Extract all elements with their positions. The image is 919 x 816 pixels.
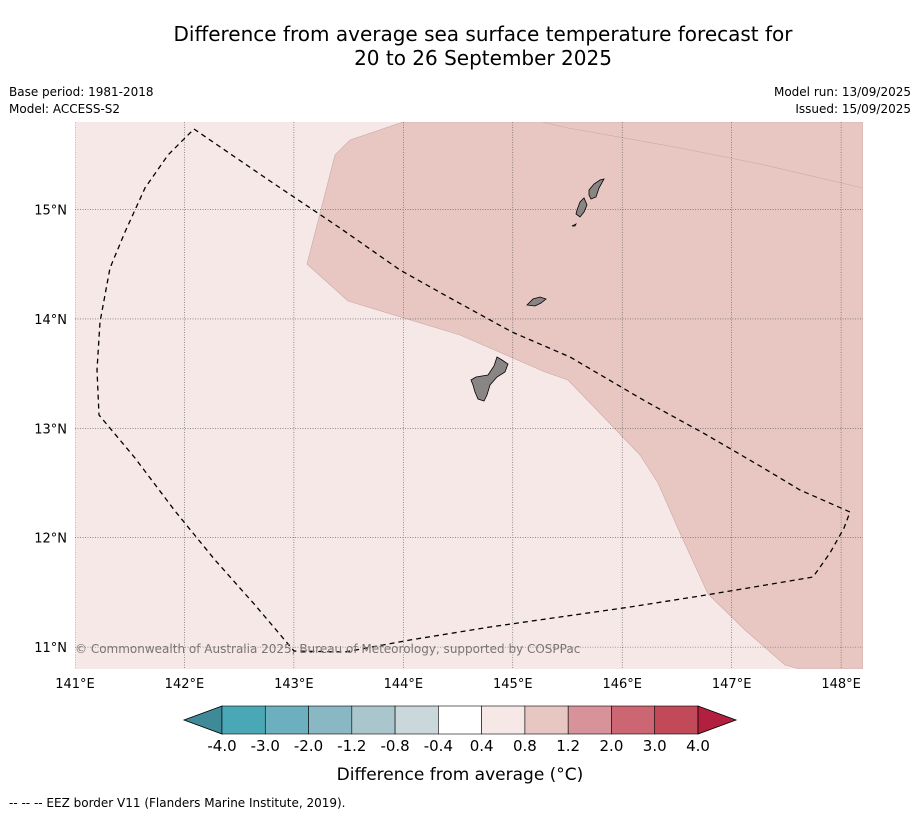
metadata-right: Model run: 13/09/2025 Issued: 15/09/2025	[774, 84, 911, 118]
lon-tick-label: 147°E	[712, 677, 752, 692]
colorbar-segment	[654, 705, 699, 735]
colorbar-segment	[481, 705, 526, 735]
colorbar-tick-label: -4.0	[207, 737, 236, 755]
issued-text: Issued: 15/09/2025	[795, 102, 911, 116]
lat-tick-label: 11°N	[34, 641, 67, 656]
island-tinian	[575, 197, 588, 218]
title-line-2: 20 to 26 September 2025	[354, 46, 612, 70]
colorbar-segment	[567, 705, 612, 735]
lon-tick-label: 142°E	[165, 677, 205, 692]
island-rota	[526, 296, 547, 307]
lon-tick-label: 148°E	[821, 677, 861, 692]
lat-tick-label: 13°N	[34, 422, 67, 437]
island-aguijan	[571, 223, 577, 227]
colorbar-segment	[438, 705, 482, 735]
colorbar-tick-label: 2.0	[600, 737, 624, 755]
colorbar-extend-high	[697, 705, 738, 735]
colorbar-tick-label: 1.2	[556, 737, 580, 755]
colorbar-tick-label: 4.0	[686, 737, 710, 755]
base-period-text: Base period: 1981-2018	[9, 85, 154, 99]
colorbar-segment	[221, 705, 266, 735]
lat-tick-label: 15°N	[34, 204, 67, 219]
warm-anomaly-region	[306, 122, 863, 669]
colorbar-tick-label: 0.8	[513, 737, 537, 755]
colorbar-segment	[351, 705, 396, 735]
islands	[470, 178, 605, 402]
lon-tick-label: 144°E	[384, 677, 424, 692]
colorbar-extend-low	[182, 705, 223, 735]
colorbar-tick-label: -3.0	[251, 737, 280, 755]
lon-tick-label: 146°E	[602, 677, 642, 692]
colorbar-segment	[308, 705, 353, 735]
longitude-labels: 141°E 142°E 143°E 144°E 145°E 146°E 147°E 148°E	[55, 677, 861, 692]
colorbar-segment	[394, 705, 439, 735]
title-line-1: Difference from average sea surface temp…	[173, 22, 793, 46]
colorbar-tick-label: -1.2	[337, 737, 366, 755]
lat-tick-label: 12°N	[34, 532, 67, 547]
metadata-left: Base period: 1981-2018 Model: ACCESS-S2	[9, 84, 154, 118]
colorbar-segment	[611, 705, 656, 735]
colorbar-tick-label: -0.8	[380, 737, 409, 755]
colorbar-tick-label: 0.4	[470, 737, 494, 755]
colorbar-segment	[524, 705, 569, 735]
colorbar-ticks: -4.0 -3.0 -2.0 -1.2 -0.8 -0.4 0.4 0.8 1.2 2.0 3.0 4…	[207, 737, 710, 755]
eez-legend: -- -- -- EEZ border V11 (Flanders Marine…	[9, 796, 346, 810]
eez-border	[96, 128, 851, 653]
colorbar-tick-label: -0.4	[424, 737, 453, 755]
chart-title: Difference from average sea surface temp…	[0, 22, 919, 70]
model-run-text: Model run: 13/09/2025	[773, 85, 911, 99]
latitude-labels: 11°N 12°N 13°N 14°N 15°N	[34, 204, 67, 657]
model-text: Model: ACCESS-S2	[9, 102, 121, 116]
colorbar-tick-label: 3.0	[643, 737, 667, 755]
lat-tick-label: 14°N	[34, 313, 67, 328]
colorbar-segment	[264, 705, 309, 735]
lon-tick-label: 143°E	[274, 677, 314, 692]
attribution-text: © Commonwealth of Australia 2025, Bureau…	[75, 642, 580, 656]
colorbar-label: Difference from average (°C)	[337, 765, 584, 785]
colorbar	[182, 705, 738, 735]
island-guam	[470, 356, 509, 402]
lon-tick-label: 141°E	[55, 677, 95, 692]
graticule	[75, 122, 863, 669]
lon-tick-label: 145°E	[493, 677, 533, 692]
colorbar-tick-label: -2.0	[294, 737, 323, 755]
island-saipan	[588, 178, 605, 200]
